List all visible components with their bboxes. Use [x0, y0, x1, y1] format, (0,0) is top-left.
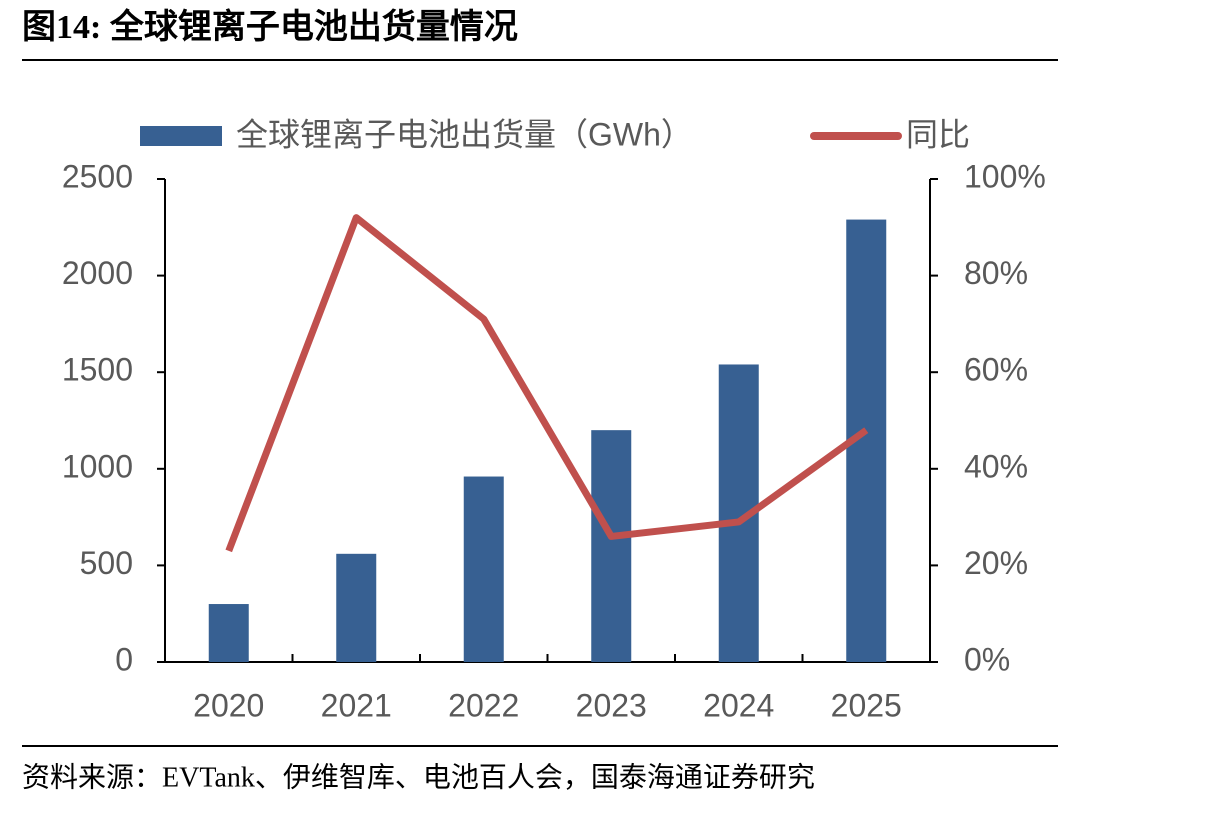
- line: [225, 214, 869, 553]
- legend-swatch: [140, 126, 222, 146]
- bar: [336, 553, 377, 662]
- x-tick-label: 2024: [703, 687, 774, 723]
- bar: [463, 476, 504, 662]
- x-tick-label: 2022: [448, 687, 519, 723]
- y-tick-label: 2000: [62, 255, 133, 291]
- x-tick-label: 2020: [193, 687, 264, 723]
- y2-tick-label: 40%: [964, 448, 1028, 484]
- bar: [208, 604, 249, 662]
- x-tick-label: 2025: [831, 687, 902, 723]
- y2-tick-label: 100%: [964, 158, 1046, 194]
- y2-tick-label: 0%: [964, 641, 1010, 677]
- y-tick-label: 0: [115, 641, 133, 677]
- y-tick-label: 1500: [62, 352, 133, 388]
- y-tick-label: 1000: [62, 448, 133, 484]
- bar: [591, 430, 632, 662]
- legend-label: 同比: [906, 116, 970, 152]
- y-tick-label: 500: [80, 545, 133, 581]
- y-tick-label: 2500: [62, 158, 133, 194]
- source: 资料来源：EVTank、伊维智库、电池百人会，国泰海通证券研究: [22, 761, 815, 793]
- x-tick-label: 2021: [321, 687, 392, 723]
- y2-tick-label: 80%: [964, 255, 1028, 291]
- chart-title: 图14: 全球锂离子电池出货量情况: [22, 7, 518, 46]
- y2-tick-label: 60%: [964, 352, 1028, 388]
- y2-tick-label: 20%: [964, 545, 1028, 581]
- x-tick-label: 2023: [576, 687, 647, 723]
- legend-label: 全球锂离子电池出货量（GWh）: [236, 116, 693, 152]
